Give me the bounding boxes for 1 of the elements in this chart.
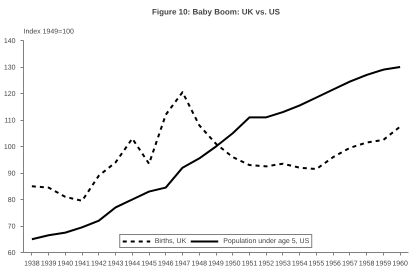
chart-title: Figure 10: Baby Boom: UK vs. US bbox=[152, 8, 281, 16]
